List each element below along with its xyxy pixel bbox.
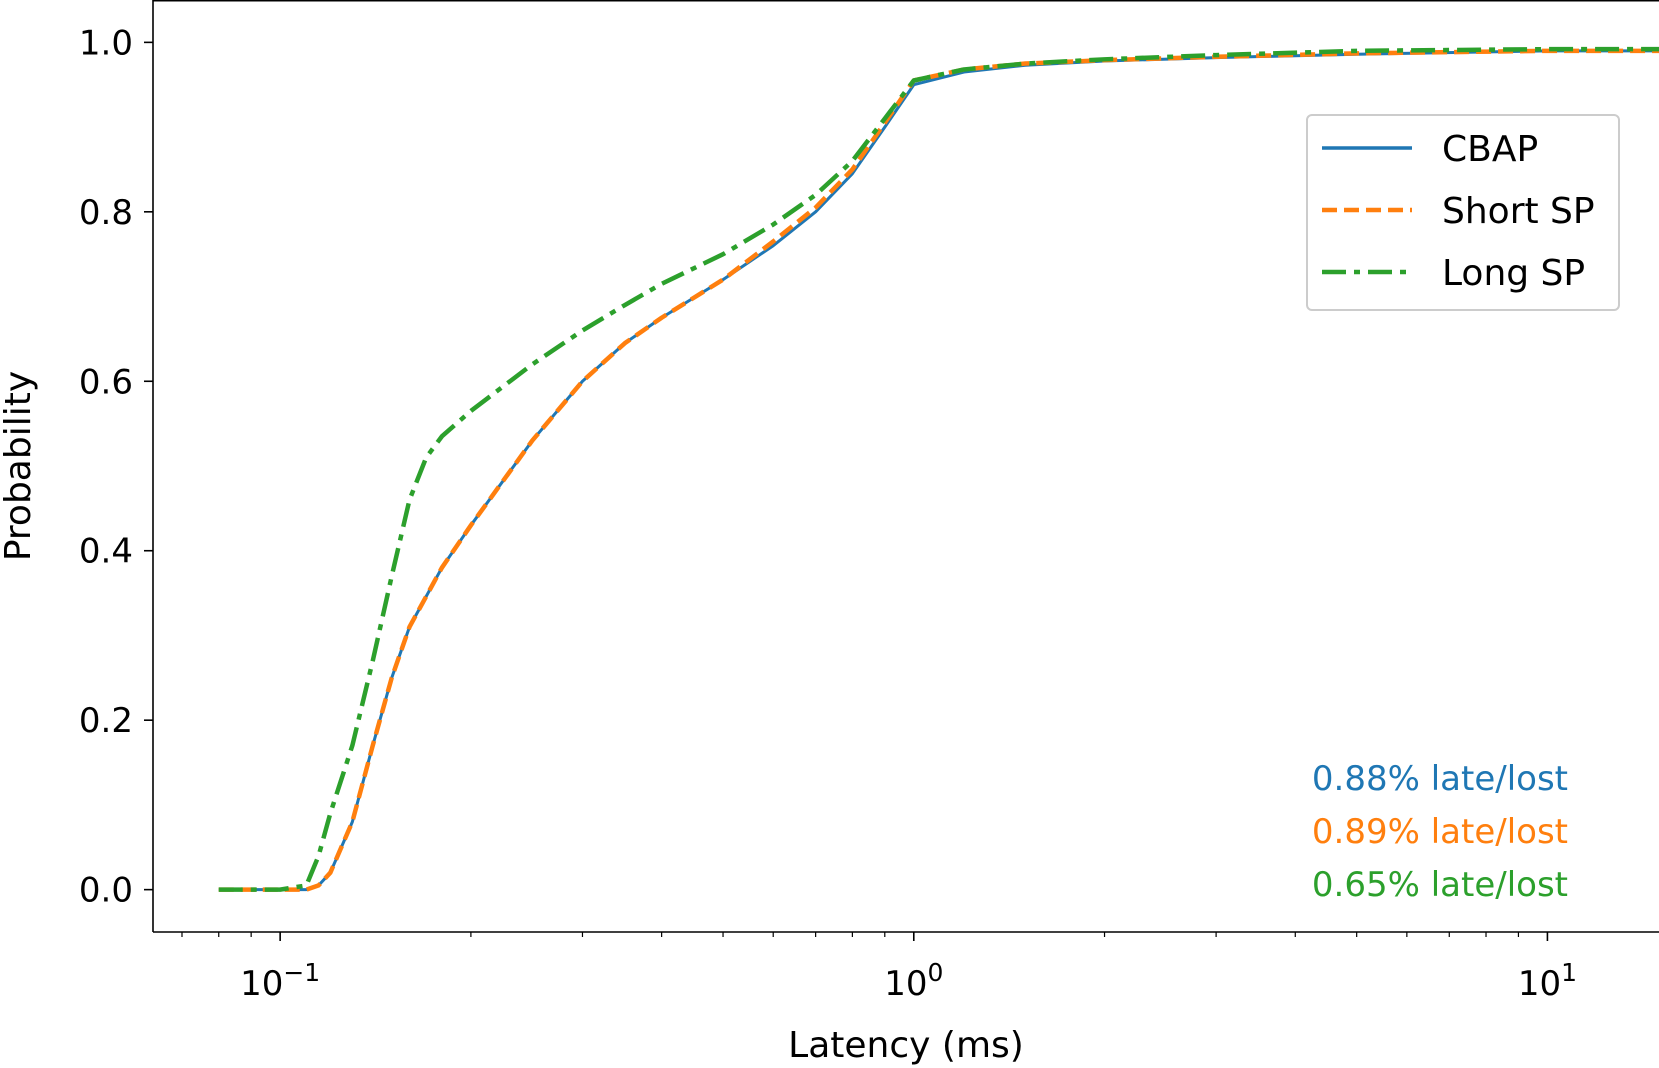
axes-layer — [152, 0, 1659, 933]
x-ticks: 10−1 100 101 — [181, 932, 1577, 1004]
legend-label: Short SP — [1442, 191, 1595, 232]
y-ticks: 0.0 0.2 0.4 0.6 0.8 1.0 — [79, 23, 153, 911]
y-tick-label: 0.6 — [79, 362, 133, 402]
legend: CBAP Short SP Long SP — [1306, 114, 1620, 311]
late-lost-annotations: 0.88% late/lost 0.89% late/lost 0.65% late… — [1312, 759, 1568, 905]
late-lost-note: 0.89% late/lost — [1312, 812, 1568, 852]
x-tick-label: 10−1 — [240, 958, 320, 1004]
series-line-long-sp — [218, 46, 1659, 892]
x-tick-label: 101 — [1518, 958, 1577, 1004]
x-tick-label: 100 — [884, 958, 943, 1004]
y-tick-label: 1.0 — [79, 23, 133, 63]
series-layer — [218, 46, 1659, 892]
late-lost-note: 0.65% late/lost — [1312, 865, 1568, 905]
legend-box — [1306, 114, 1620, 311]
x-axis-label: Latency (ms) — [788, 1025, 1024, 1066]
y-tick-label: 0.0 — [79, 871, 133, 911]
y-tick-label: 0.2 — [79, 701, 133, 741]
legend-label: Long SP — [1442, 253, 1585, 294]
y-axis-label: Probability — [0, 371, 39, 561]
late-lost-note: 0.88% late/lost — [1312, 759, 1568, 799]
legend-label: CBAP — [1442, 129, 1538, 170]
y-tick-label: 0.8 — [79, 193, 133, 233]
y-tick-label: 0.4 — [79, 532, 133, 572]
